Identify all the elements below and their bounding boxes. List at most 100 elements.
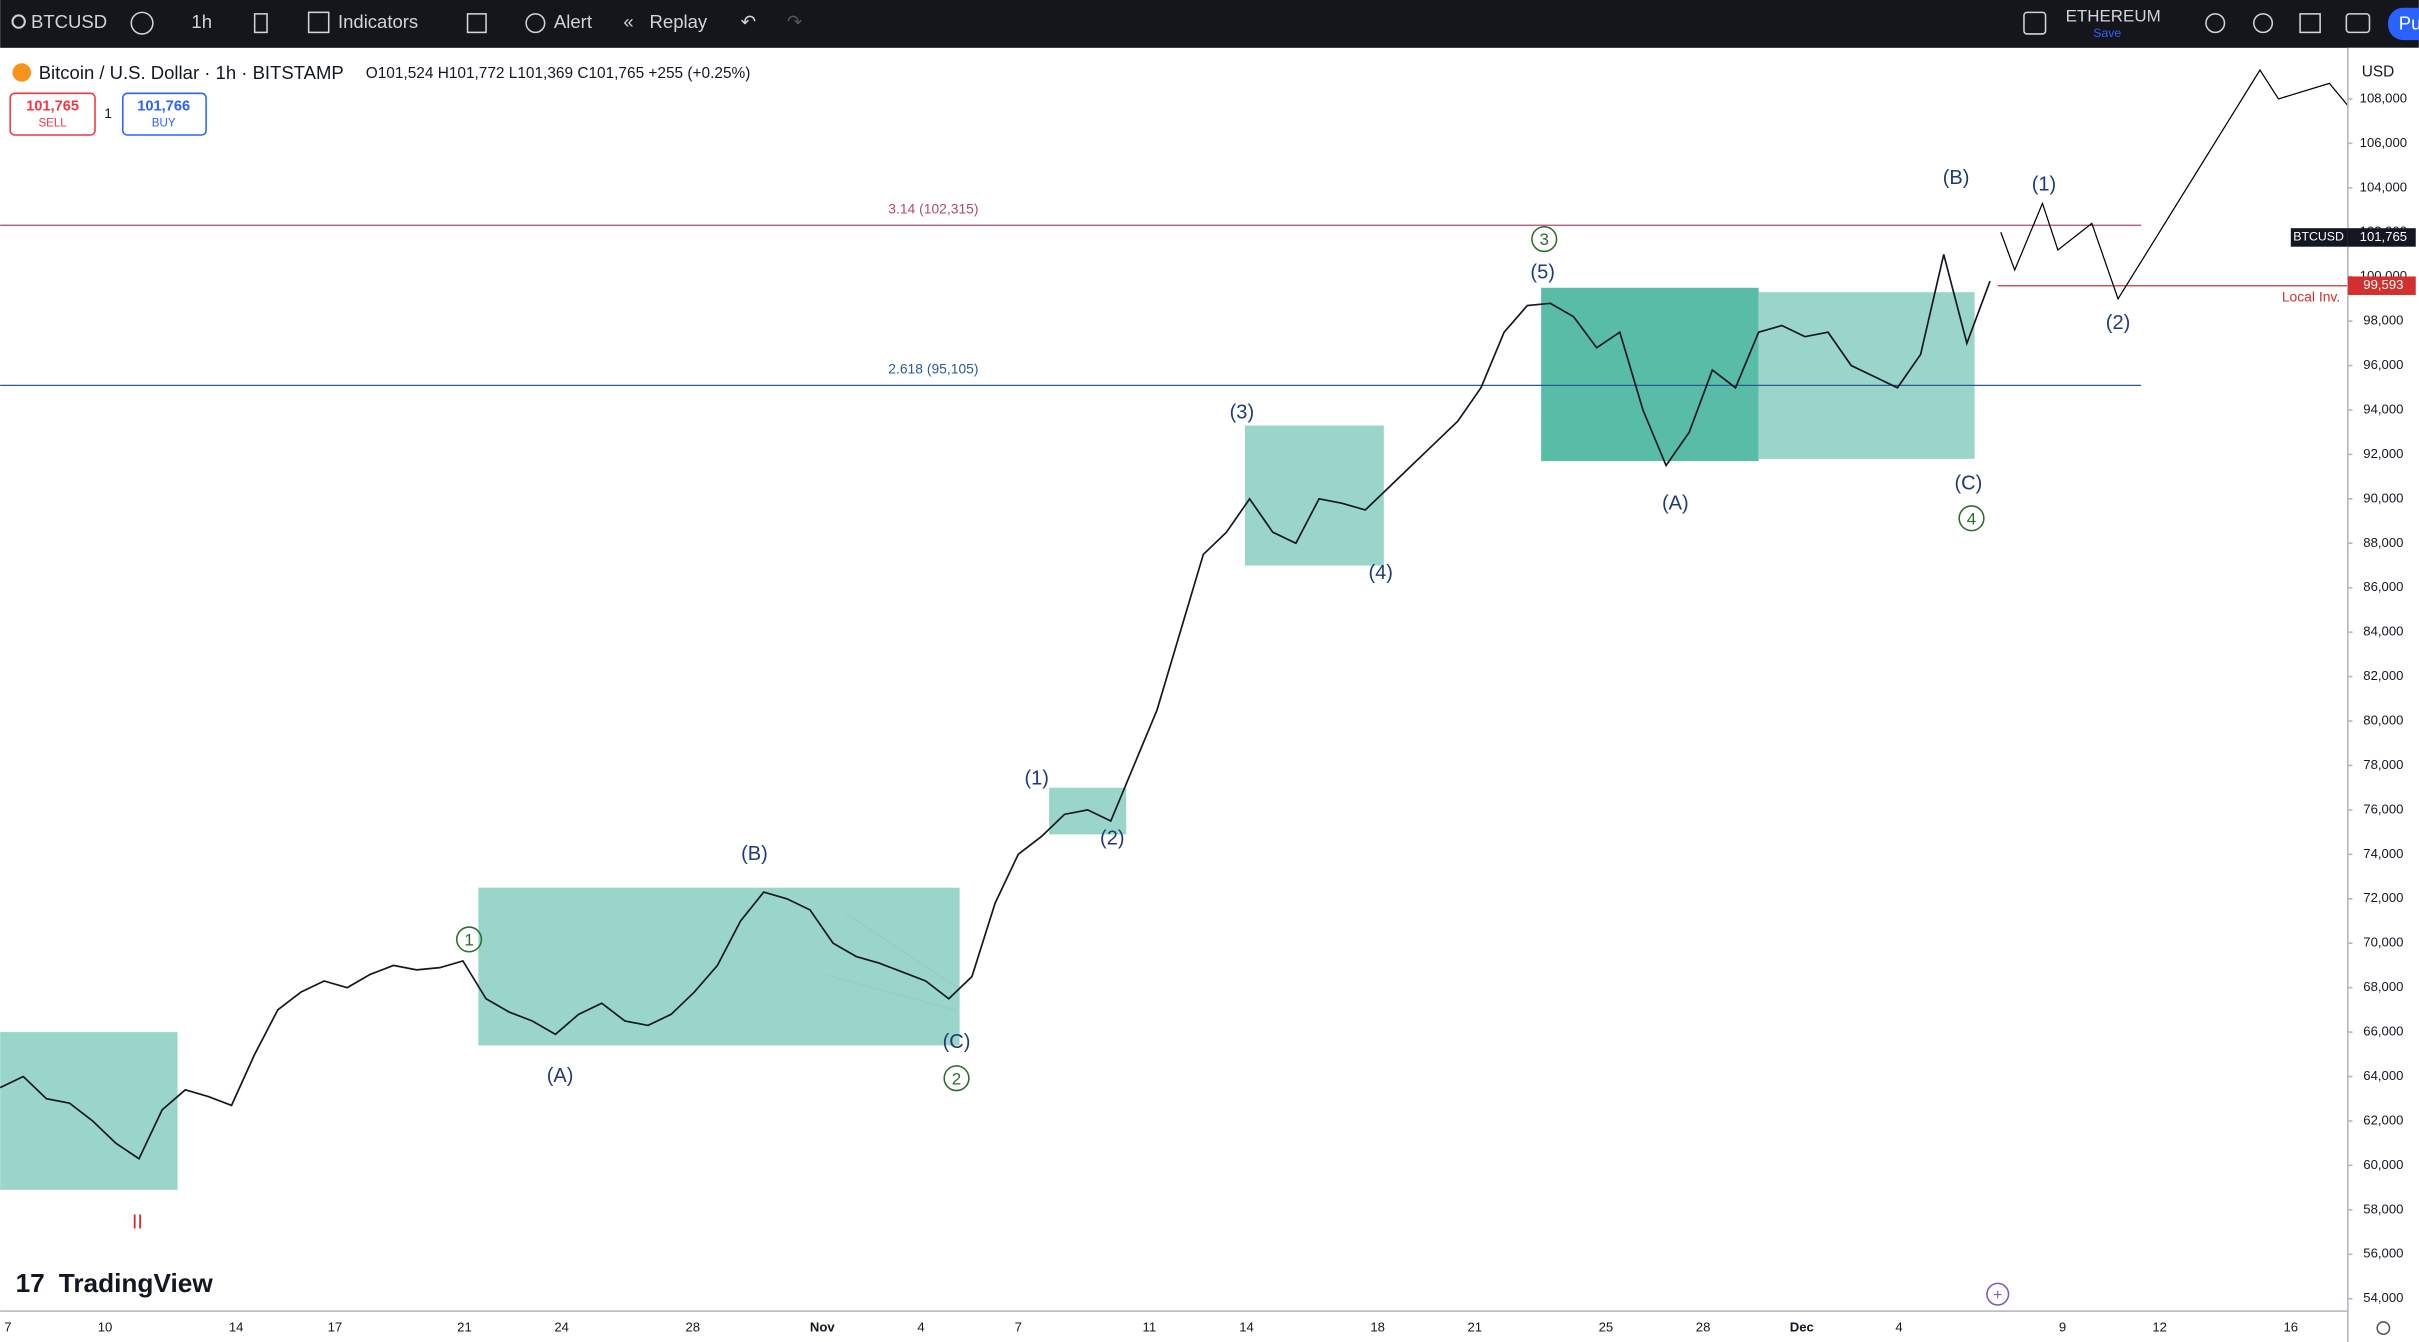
y-tick-label: 56,000 — [2363, 1246, 2403, 1261]
y-tick-label: 82,000 — [2363, 668, 2403, 683]
sell-label[interactable]: SELL — [38, 117, 67, 129]
y-tick-label: 84,000 — [2363, 624, 2403, 639]
wave-label: (B) — [1943, 167, 1970, 189]
x-tick-label: 7 — [1015, 1320, 1022, 1335]
y-tick-label: 88,000 — [2363, 535, 2403, 550]
fib-label: 2.618 (95,105) — [888, 361, 978, 377]
interval[interactable]: 1h — [191, 11, 212, 32]
symbol-tag — [2290, 228, 2348, 247]
wave-label: 2 — [952, 1069, 961, 1088]
y-tick-label: 68,000 — [2363, 979, 2403, 994]
publish[interactable]: Pu — [2399, 13, 2419, 34]
y-tick-label: 78,000 — [2363, 757, 2403, 772]
y-tick-label: 54,000 — [2363, 1290, 2403, 1305]
axis-settings[interactable] — [2376, 1321, 2391, 1336]
x-tick-label: 7 — [4, 1320, 11, 1335]
y-tick-label: 86,000 — [2363, 579, 2403, 594]
indicators[interactable]: Indicators — [338, 11, 418, 32]
alert[interactable]: Alert — [554, 11, 592, 32]
y-tick-label: 76,000 — [2363, 801, 2403, 816]
wave-label: 1 — [464, 930, 473, 949]
invalidation-label: 99,593 — [2363, 277, 2403, 292]
layout-name[interactable]: ETHEREUM — [2066, 6, 2161, 25]
y-tick-label: 58,000 — [2363, 1201, 2403, 1216]
x-tick-label: 21 — [457, 1320, 472, 1335]
wave-label: (3) — [1230, 402, 1255, 424]
wave-label: (B) — [741, 843, 768, 865]
y-tick-label: 96,000 — [2363, 357, 2403, 372]
wave-label: (2) — [1100, 827, 1125, 849]
symbol-tag-text: BTCUSD — [2293, 230, 2344, 244]
wave-box — [0, 1032, 178, 1190]
y-tick-label: 72,000 — [2363, 890, 2403, 905]
symbol[interactable]: BTCUSD — [31, 11, 107, 32]
wave-circle — [1531, 225, 1558, 253]
fullscreen[interactable] — [2299, 13, 2321, 34]
indicators-icon[interactable] — [307, 11, 330, 34]
y-tick-label: 62,000 — [2363, 1112, 2403, 1127]
quick-search[interactable] — [2205, 13, 2226, 34]
wave-label: (A) — [1662, 493, 1689, 515]
wave-box — [1758, 292, 1975, 459]
chart-type[interactable] — [253, 13, 268, 34]
fib-label: 3.14 (102,315) — [888, 200, 978, 216]
wave-label: 3 — [1540, 230, 1549, 249]
search-icon[interactable] — [11, 14, 26, 29]
buy-button[interactable] — [122, 92, 207, 136]
sell-button[interactable] — [9, 92, 96, 136]
last-price-label: 101,765 — [2360, 229, 2407, 244]
y-tick-label: 70,000 — [2363, 935, 2403, 950]
redo[interactable]: ↷ — [787, 11, 803, 32]
last-price-tag — [2347, 228, 2416, 247]
x-tick-label: 28 — [685, 1320, 700, 1335]
wave-label: (2) — [2106, 312, 2131, 334]
y-tick-label: 94,000 — [2363, 401, 2403, 416]
logo-mark: 17 — [16, 1268, 45, 1298]
currency[interactable]: USD — [2362, 64, 2395, 81]
undo[interactable]: ↶ — [741, 11, 757, 32]
y-tick-label: 74,000 — [2363, 846, 2403, 861]
replay[interactable]: Replay — [650, 11, 708, 32]
add-button[interactable] — [1986, 1282, 2010, 1306]
x-tick-label: 4 — [917, 1320, 924, 1335]
settings[interactable] — [2253, 13, 2274, 34]
wave-box — [1244, 425, 1384, 566]
wave-label: 4 — [1967, 509, 1976, 528]
buy-price[interactable]: 101,766 — [137, 98, 190, 114]
x-tick-label: 17 — [328, 1320, 343, 1335]
wave-label: (4) — [1368, 562, 1393, 584]
x-tick-label: 24 — [554, 1320, 569, 1335]
wave-box — [478, 887, 960, 1046]
add-icon[interactable]: + — [1993, 1287, 2002, 1304]
x-tick-label: 28 — [1696, 1320, 1711, 1335]
wave-label: (A) — [547, 1065, 574, 1087]
y-tick-label: 60,000 — [2363, 1157, 2403, 1172]
publish-button[interactable] — [2387, 7, 2419, 41]
price-axis — [2347, 47, 2419, 1342]
x-tick-label: 11 — [1143, 1320, 1157, 1335]
y-tick-label: 106,000 — [2360, 135, 2407, 150]
wave-box — [1049, 787, 1127, 835]
buy-label[interactable]: BUY — [152, 117, 176, 129]
wave-label: (1) — [2032, 173, 2057, 195]
y-tick-label: 66,000 — [2363, 1024, 2403, 1039]
templates[interactable] — [466, 13, 487, 34]
y-tick-label: 92,000 — [2363, 446, 2403, 461]
wave-circle — [943, 1065, 970, 1092]
alert-icon[interactable] — [525, 13, 546, 34]
invalidation-text: Local Inv. — [2282, 289, 2340, 305]
add-symbol[interactable] — [130, 11, 154, 35]
x-tick-label: 25 — [1599, 1320, 1614, 1335]
x-tick-label: 18 — [1370, 1320, 1385, 1335]
sell-price[interactable]: 101,765 — [26, 98, 79, 114]
wave-box — [1541, 287, 1759, 462]
invalidation-tag — [2347, 276, 2416, 295]
wave-label: (C) — [1955, 473, 1983, 495]
snapshot[interactable] — [2345, 13, 2371, 34]
layout-icon[interactable] — [2023, 11, 2047, 35]
wave-label: (1) — [1024, 767, 1049, 789]
x-tick-label: 21 — [1468, 1320, 1483, 1335]
replay-icon[interactable]: « — [623, 11, 633, 32]
